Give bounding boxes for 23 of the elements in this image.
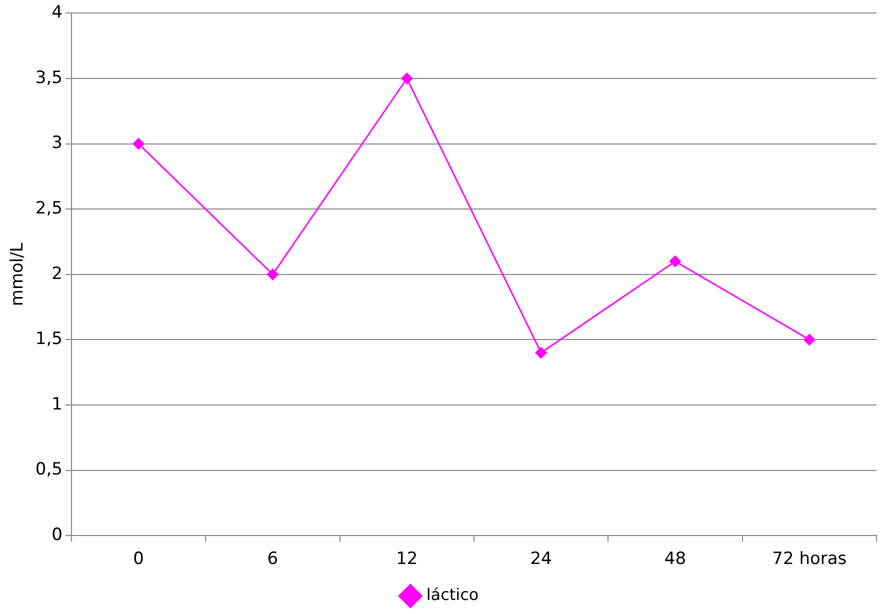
point bbox=[132, 138, 144, 150]
y-tick-label: 3 bbox=[52, 133, 62, 154]
x-tick-label: 24 bbox=[530, 549, 552, 570]
y-tick-label: 0,5 bbox=[35, 460, 62, 480]
y-tick-label: 2 bbox=[52, 264, 62, 284]
point bbox=[804, 334, 816, 346]
y-axis-title: mmol/L bbox=[8, 242, 28, 306]
x-tick-label: 0 bbox=[133, 549, 144, 570]
point bbox=[401, 72, 413, 84]
x-tick-label: 6 bbox=[267, 549, 278, 570]
y-tick-label: 2,5 bbox=[35, 198, 62, 219]
point bbox=[535, 347, 547, 359]
legend-label: láctico bbox=[426, 585, 479, 604]
x-tick-label: 72 horas bbox=[772, 549, 847, 570]
y-tick-label: 4 bbox=[52, 2, 62, 23]
x-tick-label: 12 bbox=[396, 549, 418, 570]
y-tick-label: 1,5 bbox=[35, 329, 62, 350]
x-tick-label: 48 bbox=[664, 549, 686, 570]
y-tick-label: 0 bbox=[52, 525, 62, 546]
y-tick-label: 1 bbox=[52, 394, 62, 414]
y-tick-label: 3,5 bbox=[35, 68, 62, 88]
point bbox=[669, 256, 681, 268]
point bbox=[266, 268, 278, 280]
